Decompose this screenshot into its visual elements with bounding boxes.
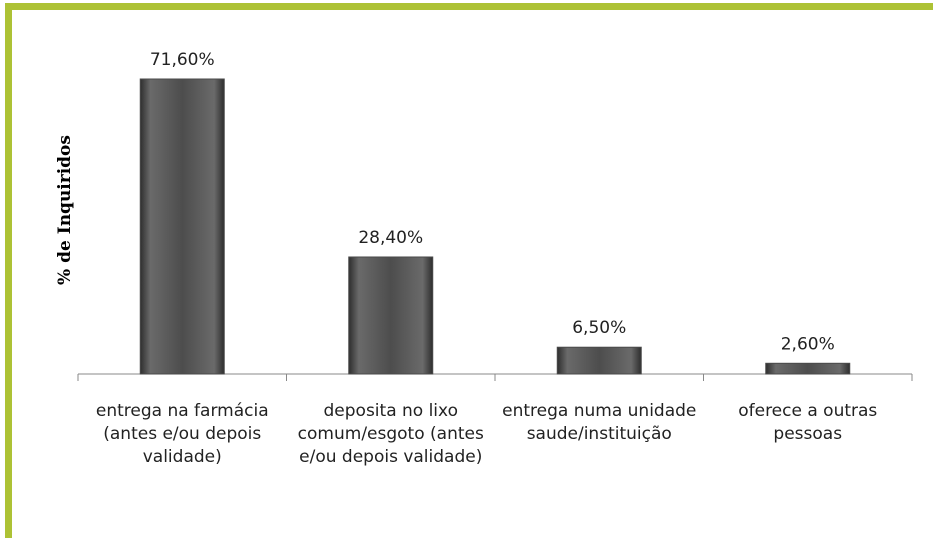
value-label: 2,60% xyxy=(781,334,835,354)
bar xyxy=(556,346,642,375)
bar xyxy=(348,256,434,375)
bar xyxy=(139,78,225,375)
y-axis-label: % de Inquiridos xyxy=(55,135,75,285)
value-label: 28,40% xyxy=(358,228,423,248)
x-tick-label: oferece a outras pessoas xyxy=(738,401,878,444)
value-label: 6,50% xyxy=(572,318,626,338)
x-tick-label: deposita no lixo comum/esgoto (antes e/o… xyxy=(297,401,484,467)
bar xyxy=(765,362,851,375)
x-tick-label: entrega numa unidade saude/instituição xyxy=(502,401,697,444)
value-label: 71,60% xyxy=(150,50,215,70)
frame xyxy=(5,3,933,538)
x-tick-label: entrega na farmácia (antes e/ou depois v… xyxy=(95,401,269,467)
